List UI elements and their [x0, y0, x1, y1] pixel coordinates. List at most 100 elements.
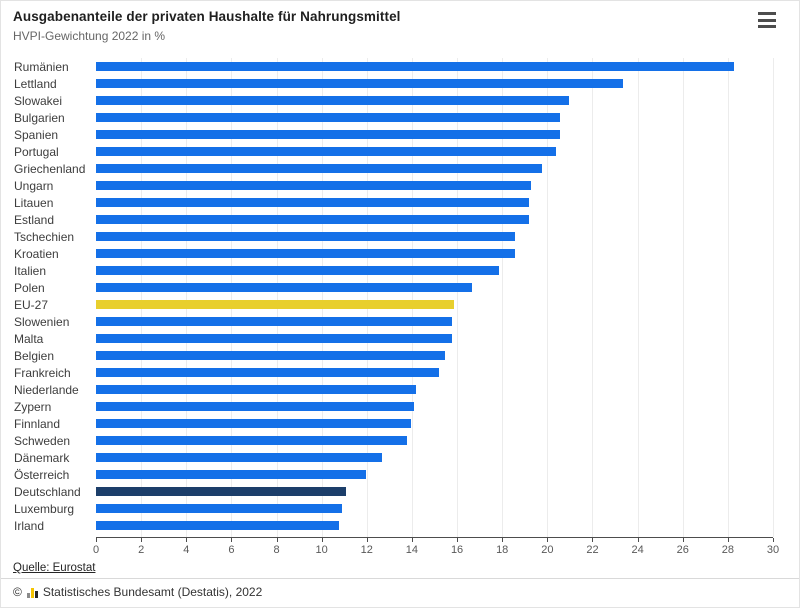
tick-label: 22 [586, 544, 599, 556]
destatis-logo-icon [26, 587, 38, 598]
tick-label: 4 [183, 544, 190, 556]
bar-row: Polen [2, 279, 798, 296]
bar-litauen[interactable] [96, 198, 529, 207]
tick-label: 8 [273, 544, 280, 556]
copyright-text: Statistisches Bundesamt (Destatis), 2022 [42, 585, 263, 599]
bar-bulgarien[interactable] [96, 113, 561, 122]
bar-slowenien[interactable] [96, 317, 453, 326]
bar-row: Deutschland [2, 483, 798, 500]
bar-frankreich[interactable] [96, 368, 439, 377]
footer-divider [1, 578, 799, 579]
bar-kroatien[interactable] [96, 249, 516, 258]
bar-track [96, 436, 772, 445]
bar-belgien[interactable] [96, 351, 446, 360]
bar-track [96, 521, 772, 530]
bar-row: Lettland [2, 75, 798, 92]
bar-niederlande[interactable] [96, 385, 416, 394]
bar--sterreich[interactable] [96, 470, 367, 479]
bar-track [96, 181, 772, 190]
category-label: Rumänien [14, 59, 69, 74]
bar-polen[interactable] [96, 283, 473, 292]
bar-row: Spanien [2, 126, 798, 143]
bar-track [96, 283, 772, 292]
source-link[interactable]: Quelle: Eurostat [13, 562, 96, 574]
category-label: Frankreich [14, 365, 71, 380]
bar-spanien[interactable] [96, 130, 561, 139]
tick-mark [547, 538, 549, 542]
bar-row: Schweden [2, 432, 798, 449]
tick-label: 24 [631, 544, 644, 556]
copyright-symbol: © [13, 585, 22, 599]
tick-label: 20 [541, 544, 554, 556]
bar-rum-nien[interactable] [96, 62, 734, 71]
bar-irland[interactable] [96, 521, 340, 530]
bar-track [96, 402, 772, 411]
bar-row: Litauen [2, 194, 798, 211]
bar-track [96, 300, 772, 309]
bar-row: Österreich [2, 466, 798, 483]
bar-row: Estland [2, 211, 798, 228]
tick-mark [457, 538, 459, 542]
bar-track [96, 266, 772, 275]
category-label: Griechenland [14, 161, 86, 176]
bar-lettland[interactable] [96, 79, 624, 88]
tick-label: 2 [138, 544, 145, 556]
category-label: Irland [14, 518, 45, 533]
bar-track [96, 419, 772, 428]
bar-tschechien[interactable] [96, 232, 516, 241]
bar-track [96, 470, 772, 479]
bar-ungarn[interactable] [96, 181, 531, 190]
bar-track [96, 249, 772, 258]
category-label: Finnland [14, 416, 61, 431]
bar-griechenland[interactable] [96, 164, 543, 173]
bar-track [96, 215, 772, 224]
tick-mark [96, 538, 97, 542]
tick-label: 12 [360, 544, 373, 556]
category-label: Lettland [14, 76, 57, 91]
bar-d-nemark[interactable] [96, 453, 383, 462]
bar-row: Portugal [2, 143, 798, 160]
bar-track [96, 164, 772, 173]
tick-label: 28 [721, 544, 734, 556]
tick-mark [231, 538, 233, 542]
bar-slowakei[interactable] [96, 96, 570, 105]
bar-track [96, 385, 772, 394]
bar-track [96, 62, 772, 71]
bar-row: Slowenien [2, 313, 798, 330]
tick-mark [637, 538, 639, 542]
tick-mark [141, 538, 143, 542]
bar-track [96, 113, 772, 122]
bar-malta[interactable] [96, 334, 453, 343]
bar-row: Rumänien [2, 58, 798, 75]
category-label: Österreich [14, 467, 70, 482]
tick-mark [276, 538, 278, 542]
tick-mark [502, 538, 504, 542]
category-label: Tschechien [14, 229, 75, 244]
bar-track [96, 334, 772, 343]
bar-estland[interactable] [96, 215, 529, 224]
category-label: Zypern [14, 399, 52, 414]
bar-deutschland[interactable] [96, 487, 347, 496]
bar-italien[interactable] [96, 266, 500, 275]
bar-eu-27[interactable] [96, 300, 455, 309]
category-label: Deutschland [14, 484, 81, 499]
category-label: Niederlande [14, 382, 79, 397]
bar-luxemburg[interactable] [96, 504, 342, 513]
bar-row: Belgien [2, 347, 798, 364]
chart-plot-area: Rumänien Lettland Slowakei Bulgarien Spanien… [2, 58, 798, 534]
bar-schweden[interactable] [96, 436, 407, 445]
hamburger-menu-icon[interactable] [758, 12, 778, 28]
tick-mark [366, 538, 368, 542]
bar-finnland[interactable] [96, 419, 412, 428]
bar-row: Tschechien [2, 228, 798, 245]
category-label: Kroatien [14, 246, 59, 261]
bar-track [96, 232, 772, 241]
category-label: Polen [14, 280, 45, 295]
bar-track [96, 368, 772, 377]
category-label: Malta [14, 331, 44, 346]
tick-label: 16 [450, 544, 464, 556]
bar-portugal[interactable] [96, 147, 556, 156]
bar-row: Kroatien [2, 245, 798, 262]
bar-zypern[interactable] [96, 402, 414, 411]
